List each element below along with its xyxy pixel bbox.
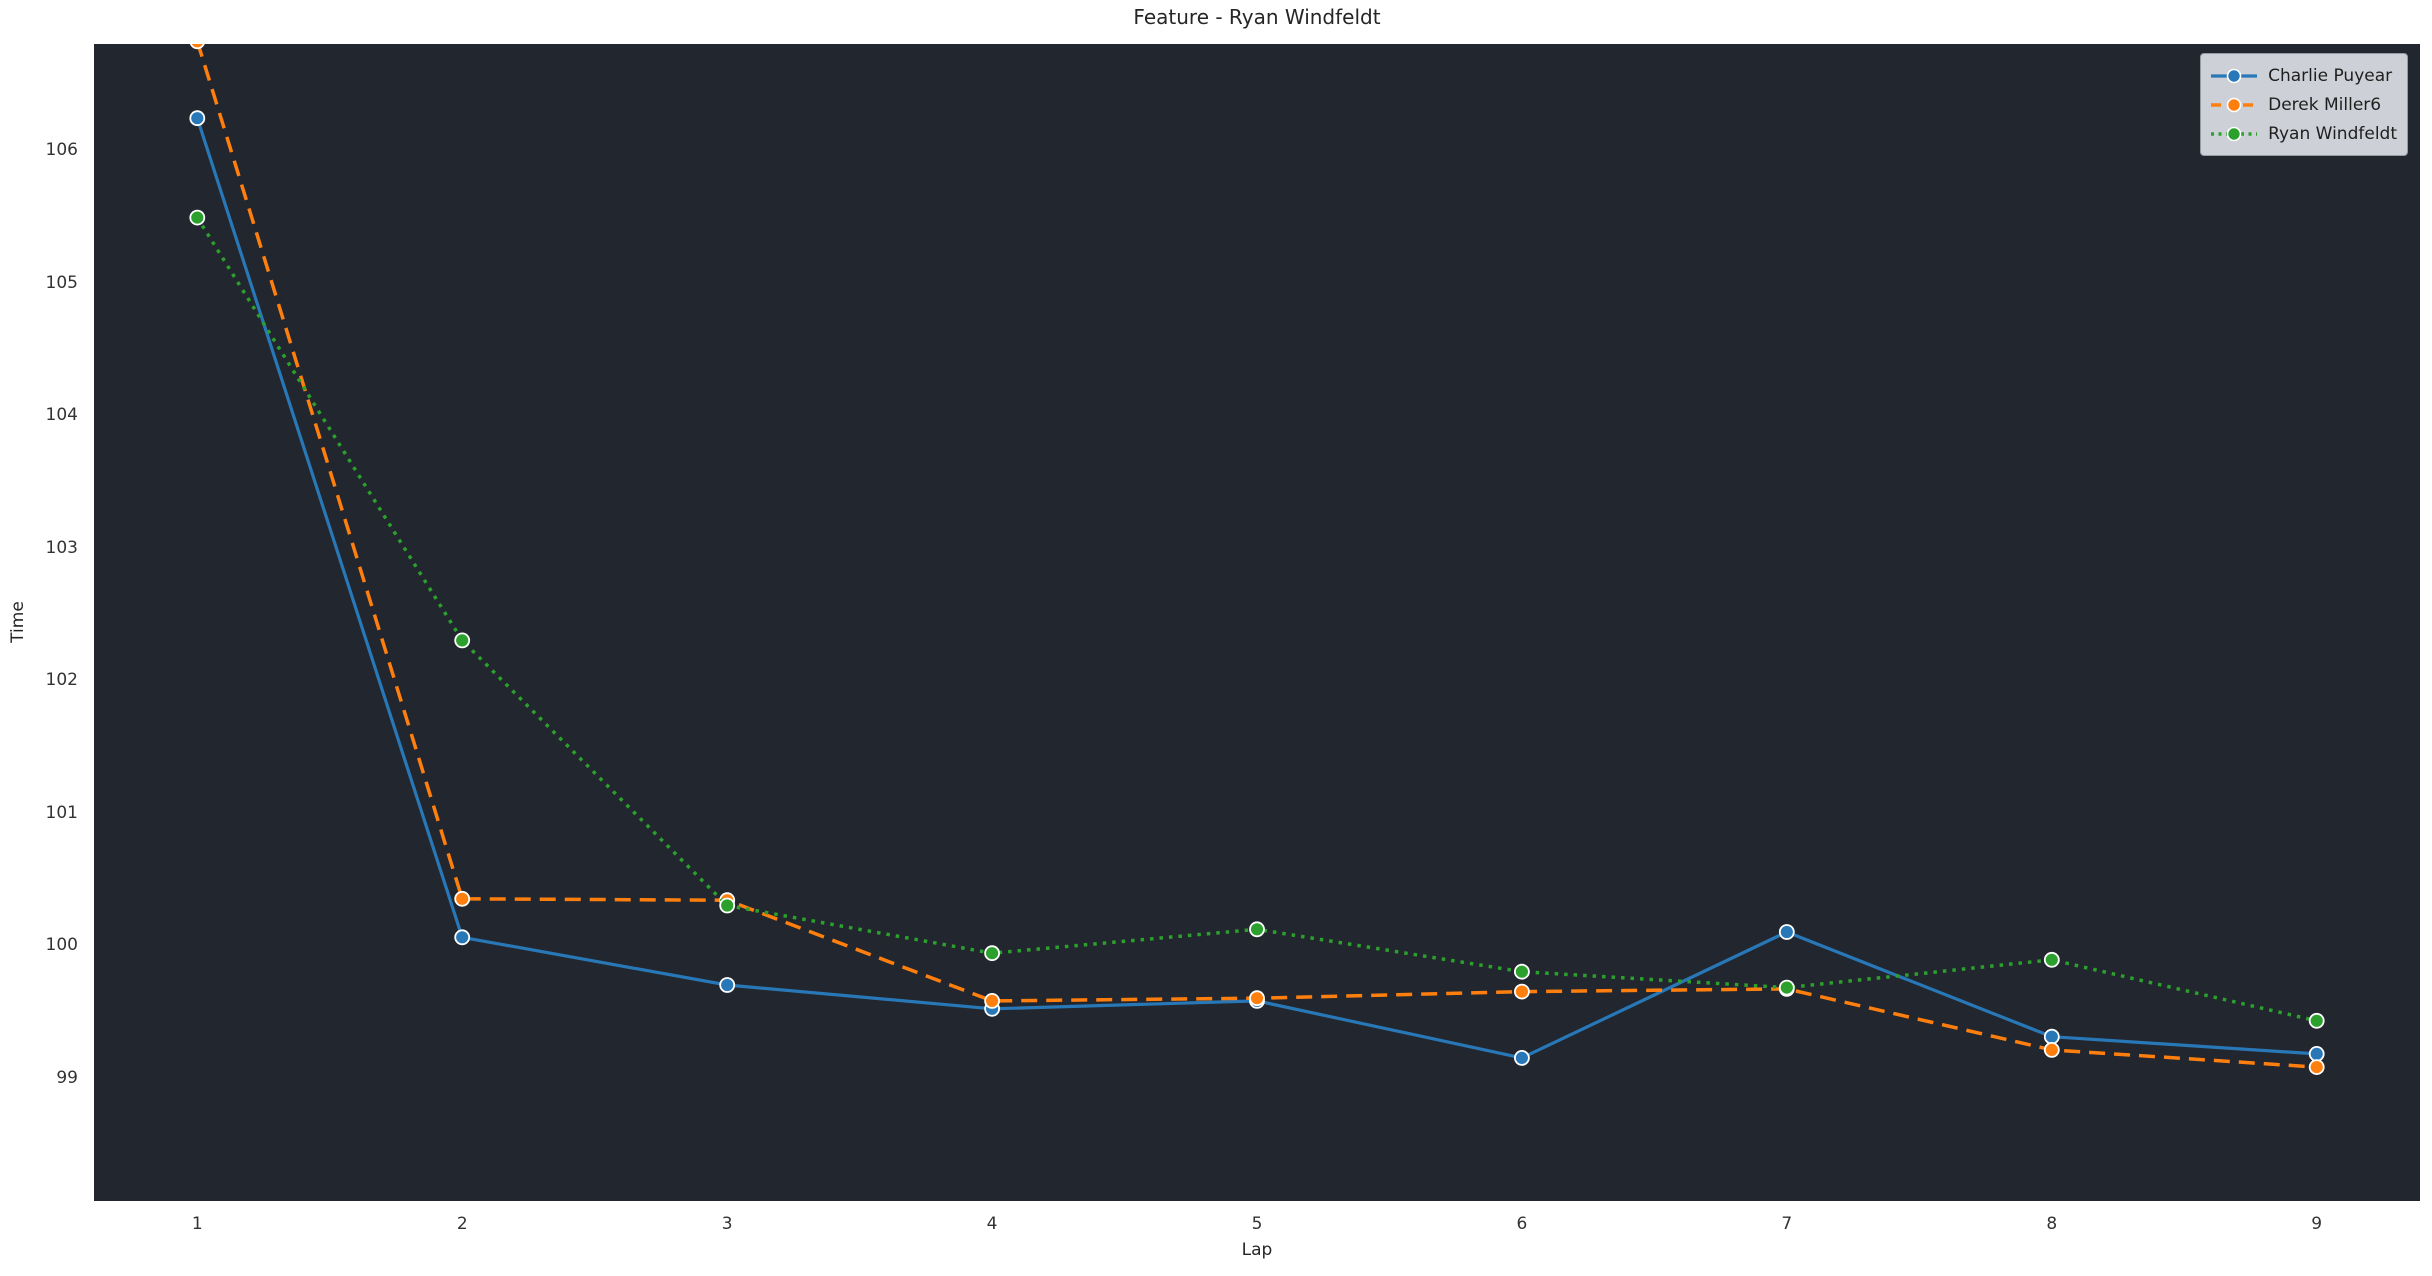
x-tick-label: 8 [2046,1214,2058,1234]
data-point-charlie-puyear [719,977,736,993]
x-tick-label: 7 [1781,1214,1793,1234]
legend-swatch-dotted-line-icon [2211,126,2258,141]
data-point-ryan-windfeldt [1778,979,1795,996]
legend-swatch-dashed-line-icon [2211,97,2258,112]
y-tick-label: 99 [56,1067,78,1088]
data-point-ryan-windfeldt [1249,921,1265,938]
x-tick-label: 3 [721,1214,733,1234]
plot-canvas [189,44,2325,1075]
data-point-ryan-windfeldt [454,632,471,649]
legend-label: Derek Miller6 [2268,94,2382,115]
data-point-ryan-windfeldt [2308,1012,2325,1029]
data-point-ryan-windfeldt [984,945,1000,962]
series-line-charlie-puyear [195,117,2317,1060]
data-point-derek-miller6 [2308,1059,2325,1075]
x-tick-label: 6 [1516,1214,1528,1234]
legend-item-derek-miller6: Derek Miller6 [2210,90,2397,119]
data-point-charlie-puyear [189,110,206,127]
x-tick-label: 1 [191,1214,203,1234]
legend-item-charlie-puyear: Charlie Puyear [2210,61,2397,90]
y-tick-label: 100 [45,935,78,956]
data-point-derek-miller6 [189,44,205,50]
y-tick-label: 105 [45,272,78,293]
data-point-charlie-puyear [1514,1050,1530,1066]
x-tick-label: 9 [2311,1214,2323,1234]
data-point-ryan-windfeldt [2043,951,2060,968]
data-point-ryan-windfeldt [1514,963,1530,980]
y-axis-label: Time [8,601,28,643]
series-line-derek-miller6 [196,44,2317,1069]
x-tick-label: 5 [1251,1214,1263,1234]
x-axis-label: Lap [1241,1240,1273,1260]
data-point-derek-miller6 [1249,990,1265,1007]
y-tick-label: 101 [45,802,78,823]
chart-title: Feature - Ryan Windfeldt [1133,5,1381,29]
data-point-charlie-puyear [454,929,471,946]
y-tick-label: 104 [45,405,78,426]
y-tick-label: 102 [45,670,78,691]
data-point-derek-miller6 [2043,1042,2060,1058]
data-point-derek-miller6 [1514,983,1530,1000]
legend: Charlie Puyear Derek Miller6 Ryan Windfeld… [2200,53,2408,156]
data-point-charlie-puyear [1778,924,1795,940]
data-point-charlie-puyear [2308,1046,2325,1062]
data-point-derek-miller6 [984,993,1000,1009]
x-tick-label: 4 [986,1214,998,1234]
plot-area: Charlie Puyear Derek Miller6 Ryan Windfeld… [94,44,2420,1201]
y-tick-label: 103 [45,537,78,558]
data-point-derek-miller6 [454,890,471,907]
legend-item-ryan-windfeldt: Ryan Windfeldt [2210,119,2397,148]
data-point-ryan-windfeldt [719,897,736,914]
data-point-ryan-windfeldt [189,209,206,226]
legend-swatch-solid-line-icon [2211,68,2258,83]
y-tick-label: 106 [45,140,78,161]
legend-label: Ryan Windfeldt [2268,123,2397,144]
x-tick-label: 2 [456,1214,468,1234]
legend-label: Charlie Puyear [2268,65,2393,86]
data-point-charlie-puyear [2043,1028,2060,1045]
